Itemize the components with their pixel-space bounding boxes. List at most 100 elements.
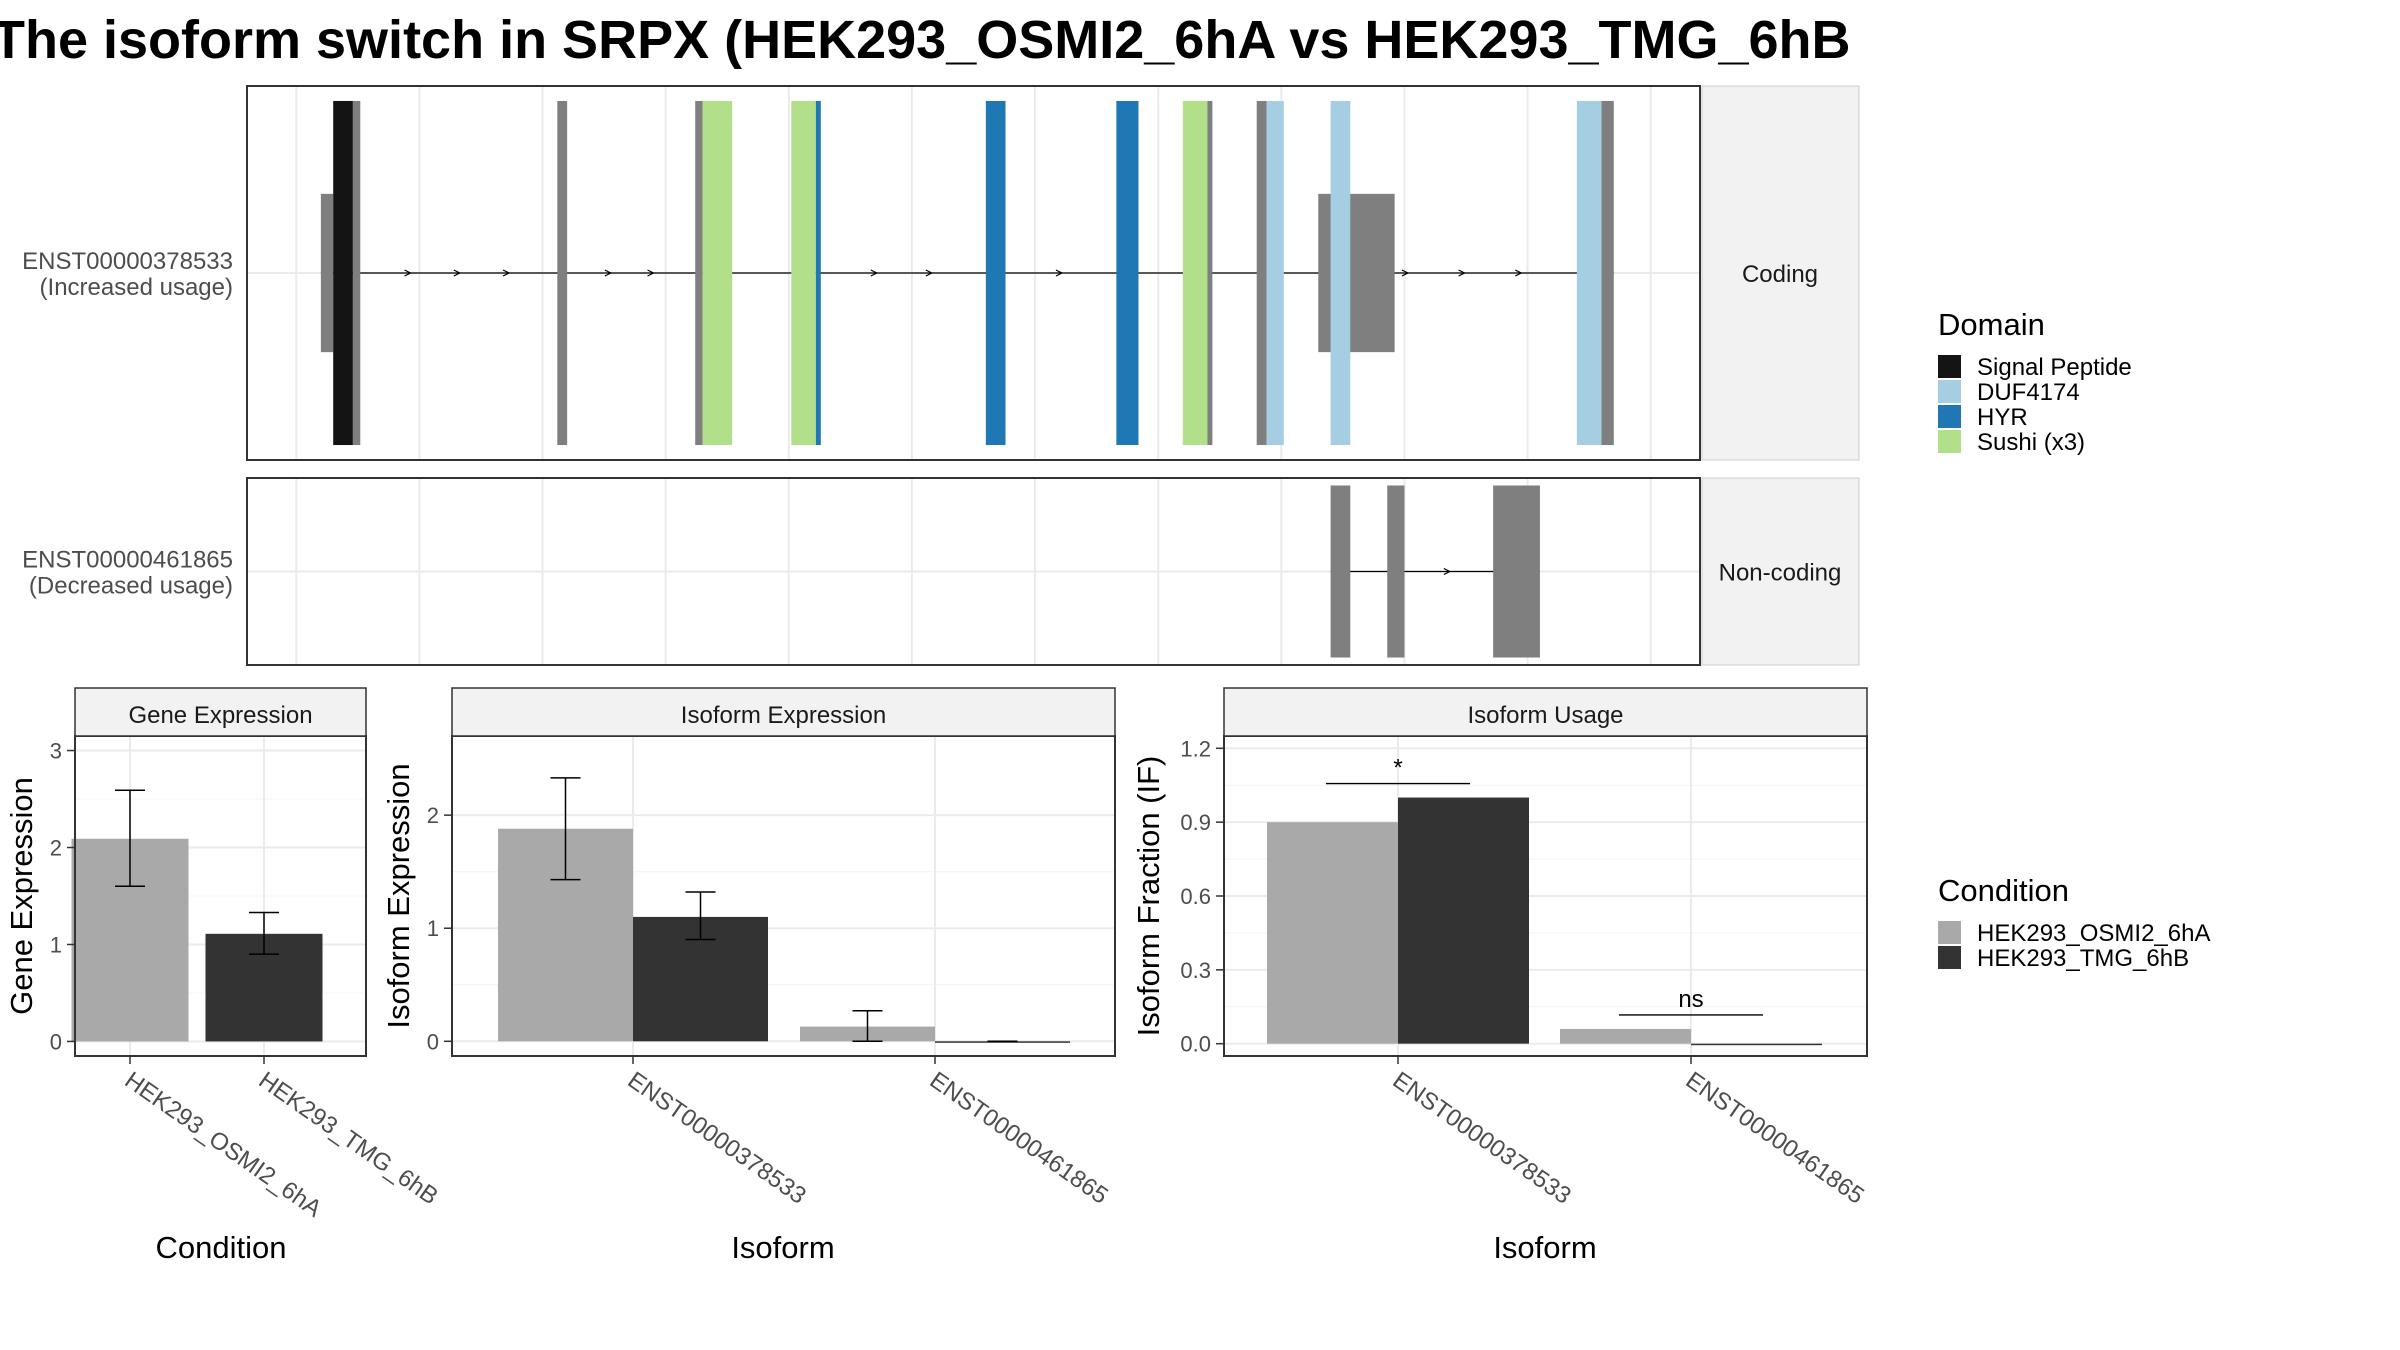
exon-sushi xyxy=(791,100,816,446)
y-tick-label: 1 xyxy=(50,932,62,957)
legend-key-hyr xyxy=(1938,405,1961,428)
y-tick-label: 1.2 xyxy=(1180,736,1211,761)
intron-arrow xyxy=(1401,269,1410,277)
exon-duf4174 xyxy=(1330,100,1351,446)
bar xyxy=(1267,822,1398,1044)
exon-noncoding xyxy=(1330,485,1351,658)
legend-label: HEK293_OSMI2_6hA xyxy=(1977,920,2210,947)
chart-title: Isoform Expression xyxy=(681,702,886,729)
exon-noncoding xyxy=(1387,485,1405,658)
legend-key-duf4174 xyxy=(1938,380,1961,403)
y-tick-label: 0 xyxy=(50,1029,62,1054)
legend-label: DUF4174 xyxy=(1977,379,2080,406)
exon-no-domain xyxy=(1601,100,1614,446)
significance-label: ns xyxy=(1678,986,1703,1013)
exon-hyr xyxy=(815,100,821,446)
panel-border xyxy=(246,85,1701,461)
y-tick-label: 2 xyxy=(50,836,62,861)
facet-strip xyxy=(1701,477,1860,666)
transcript-usage-label: (Decreased usage) xyxy=(29,573,233,600)
intron-arrow xyxy=(925,269,934,277)
facet-strip xyxy=(1701,85,1860,461)
chart-title: Gene Expression xyxy=(128,702,312,729)
bar xyxy=(1560,1028,1691,1044)
y-tick-label: 1 xyxy=(427,916,439,941)
intron-arrow xyxy=(870,269,879,277)
intron-arrow xyxy=(647,269,655,277)
exon-no-domain xyxy=(695,100,703,446)
x-axis-title: Isoform xyxy=(1493,1230,1596,1265)
y-tick-label: 0.6 xyxy=(1180,884,1211,909)
intron-arrow xyxy=(604,269,613,277)
intron-arrow xyxy=(1458,269,1466,277)
x-tick-label: ENST00000461865 xyxy=(1681,1067,1869,1210)
exon-duf4174 xyxy=(1576,100,1602,446)
legend-title: Domain xyxy=(1938,307,2045,342)
y-axis-title: Gene Expression xyxy=(4,777,39,1015)
chart-title: Isoform Usage xyxy=(1467,702,1623,729)
y-axis-title: Isoform Fraction (IF) xyxy=(1131,756,1166,1037)
legend-label: HYR xyxy=(1977,404,2028,431)
legend-title: Condition xyxy=(1938,873,2069,908)
transcript-id-label: ENST00000378533 xyxy=(22,248,233,275)
x-axis-title: Condition xyxy=(156,1230,287,1265)
transcript-id-label: ENST00000461865 xyxy=(22,547,233,574)
bar xyxy=(1691,1043,1822,1046)
facet-strip-label: Coding xyxy=(1742,261,1818,288)
transcript-panel-ENST00000378533: Coding ENST00000378533(Increased usage) xyxy=(22,85,1860,461)
x-tick-label: ENST00000378533 xyxy=(1388,1067,1576,1210)
legend-key-sushi xyxy=(1938,430,1961,453)
facet-strip xyxy=(1223,687,1868,737)
exon-no-domain xyxy=(1207,100,1213,446)
panel-border xyxy=(246,477,1701,666)
facet-strip xyxy=(451,687,1116,737)
facet-strip xyxy=(74,687,367,737)
intron-arrow xyxy=(1443,567,1452,576)
exon-no-domain xyxy=(1256,100,1267,446)
intron-arrow xyxy=(1514,269,1523,277)
transcript-panel-ENST00000461865: Non-coding ENST00000461865(Decreased usag… xyxy=(22,477,1860,666)
exon-sushi xyxy=(702,100,733,446)
chart-isoform-usage: * ns Isoform Usage 0.0 0.3 0.6 0.9 1.2 ENST00000… xyxy=(1131,687,1869,1265)
x-axis-title: Isoform xyxy=(731,1230,834,1265)
utr-exon xyxy=(1318,193,1395,353)
legend-key-cond-b xyxy=(1938,946,1961,969)
legend-key-cond-a xyxy=(1938,921,1961,944)
exon-no-domain xyxy=(352,100,361,446)
legend-label: Sushi (x3) xyxy=(1977,429,2085,456)
facet-strip-label: Non-coding xyxy=(1719,560,1842,587)
exon-no-domain xyxy=(557,100,568,446)
bar xyxy=(1398,797,1529,1044)
y-axis-title: Isoform Expression xyxy=(381,763,416,1028)
exon-sushi xyxy=(1182,100,1208,446)
transcript-usage-label: (Increased usage) xyxy=(40,274,233,301)
exon-duf4174 xyxy=(1266,100,1284,446)
figure-title: The isoform switch in SRPX (HEK293_OSMI2… xyxy=(0,10,1851,70)
exon-noncoding xyxy=(1493,485,1540,658)
exon-hyr xyxy=(985,100,1006,446)
intron-arrow xyxy=(1055,269,1064,277)
y-tick-label: 0.0 xyxy=(1180,1032,1211,1057)
exon-hyr xyxy=(1116,100,1139,446)
utr-exon xyxy=(320,193,334,353)
legend-key-signal-peptide xyxy=(1938,355,1961,378)
y-tick-label: 0 xyxy=(427,1029,439,1054)
legend-label: HEK293_TMG_6hB xyxy=(1977,945,2189,972)
y-tick-label: 2 xyxy=(427,803,439,828)
legend-label: Signal Peptide xyxy=(1977,354,2132,381)
intron-arrow xyxy=(404,269,412,277)
significance-label: * xyxy=(1393,755,1402,782)
y-tick-label: 0.3 xyxy=(1180,958,1211,983)
y-tick-label: 3 xyxy=(50,739,62,764)
y-tick-label: 0.9 xyxy=(1180,810,1211,835)
intron-arrow xyxy=(502,269,511,277)
chart-isoform-expression: Isoform Expression 0 1 2 ENST00000378533 ENST… xyxy=(381,687,1116,1265)
exon-signal-peptide xyxy=(333,100,353,446)
chart-gene-expression: Gene Expression0123HEK293_OSMI2_6hAHEK29… xyxy=(4,687,443,1265)
x-tick-label: ENST00000461865 xyxy=(925,1067,1113,1210)
intron-arrow xyxy=(453,269,462,277)
